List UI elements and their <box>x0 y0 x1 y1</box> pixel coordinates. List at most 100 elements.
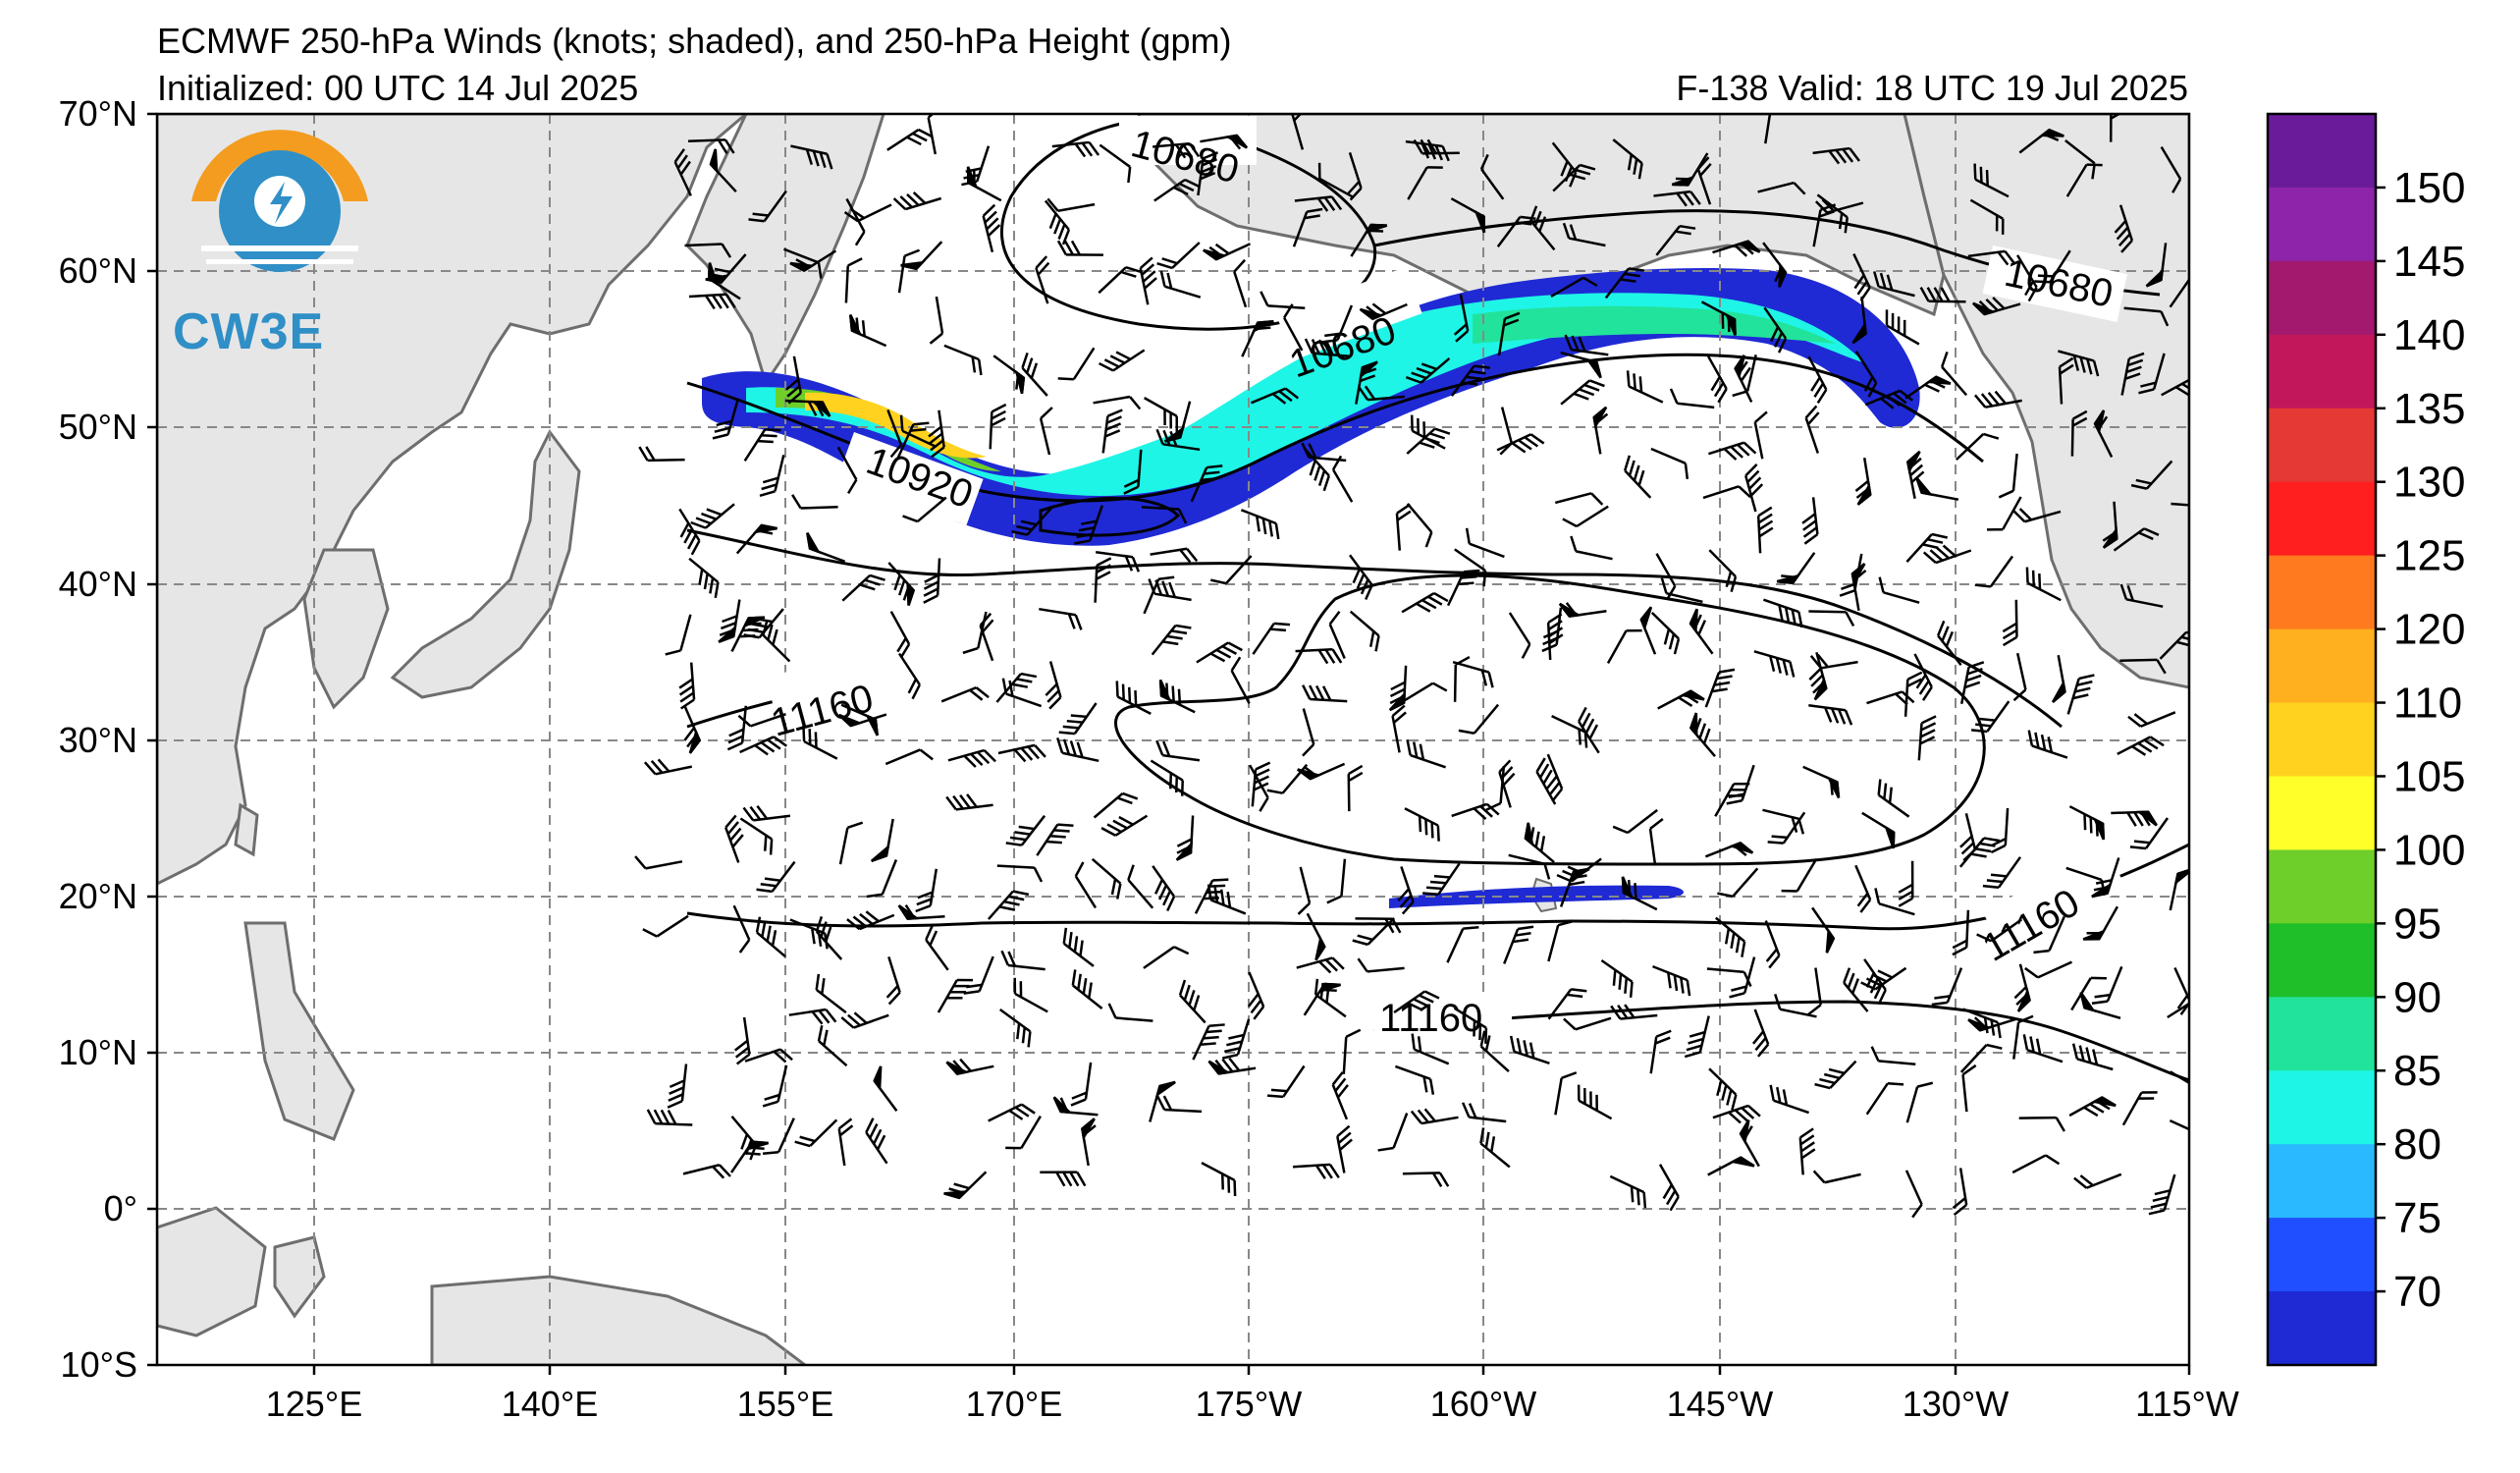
cw3e-logo <box>191 130 368 272</box>
wind-barb <box>866 859 898 899</box>
wind-barb <box>1479 1030 1510 1073</box>
wind-barb <box>1650 612 1681 655</box>
wind-barb <box>1913 653 1933 701</box>
wind-barb <box>665 614 692 656</box>
wind-barb <box>1592 406 1609 455</box>
wind-barb <box>2016 254 2038 302</box>
wind-barb <box>870 818 894 862</box>
wind-barb <box>1546 613 1564 661</box>
wind-barb <box>748 190 787 223</box>
colorbar-tick-label: 145 <box>2393 238 2465 286</box>
colorbar-tick-label: 80 <box>2393 1120 2441 1169</box>
contour-11160-north <box>686 528 2063 729</box>
contour-label: 11160 <box>1379 997 1482 1040</box>
wind-barb <box>1807 355 1828 405</box>
logo-sun-arc <box>191 130 368 201</box>
wind-barb <box>732 904 751 954</box>
wind-barb <box>1005 814 1046 846</box>
wind-barb <box>1046 197 1096 212</box>
wind-barb <box>1757 181 1806 195</box>
wind-barb <box>1626 370 1664 404</box>
wind-barb <box>1465 527 1505 559</box>
wind-barb <box>1328 610 1346 659</box>
wind-barbs <box>634 114 2189 1219</box>
wind-barb <box>997 743 1046 763</box>
wind-barb <box>1098 349 1146 372</box>
wind-barb <box>1905 450 1925 499</box>
colorbar-tick-label: 130 <box>2393 459 2465 507</box>
wind-barb <box>1600 958 1634 998</box>
wind-barb <box>1708 441 1757 461</box>
wind-barb <box>788 1008 837 1025</box>
wind-barb <box>1411 1033 1450 1065</box>
wind-barb <box>815 973 847 1014</box>
map-area: 10680 10680 10680 10920 11160 11160 1116… <box>157 114 2189 1365</box>
chart-title: ECMWF 250-hPa Winds (knots; shaded), and… <box>157 21 1232 61</box>
wind-barb <box>1712 1104 1761 1124</box>
wind-barb <box>929 296 944 345</box>
wind-barb <box>687 138 735 154</box>
wind-barb <box>1352 917 1396 947</box>
wind-barb <box>838 821 864 865</box>
wind-barb <box>1885 309 1920 346</box>
wind-barb <box>1809 653 1858 670</box>
lon-label: 160°W <box>1430 1384 1536 1424</box>
wind-barb <box>642 914 689 938</box>
wind-barb <box>1959 661 1985 704</box>
wind-barb <box>966 166 1002 202</box>
wind-barb <box>1156 242 1201 270</box>
wind-barb <box>902 496 947 523</box>
wind-barb <box>1404 807 1440 842</box>
wind-barb <box>739 817 774 855</box>
wind-barb <box>1702 485 1751 500</box>
wind-barb <box>2129 817 2170 850</box>
wind-barb <box>1355 360 1378 405</box>
lon-label: 130°W <box>1903 1384 2009 1424</box>
wind-barb <box>1155 1095 1203 1114</box>
colorbar-tick-label: 75 <box>2393 1194 2441 1242</box>
wind-barb <box>1446 926 1479 963</box>
wind-barb <box>1843 967 1869 1012</box>
wind-barb <box>1798 1127 1816 1175</box>
wind-barb <box>1752 1009 1770 1058</box>
wind-barb <box>1151 624 1192 656</box>
wind-barb <box>762 1064 788 1108</box>
wind-barb <box>1153 178 1201 202</box>
wind-barb <box>1854 351 1878 398</box>
wind-barb <box>887 562 916 606</box>
wind-barb <box>2002 599 2018 647</box>
wind-barb <box>885 956 901 1006</box>
wind-barb <box>1395 503 1412 551</box>
lat-label: 20°N <box>59 876 137 916</box>
wind-barb <box>1919 287 1966 303</box>
wind-barb <box>2138 353 2166 395</box>
wind-barb <box>836 446 858 495</box>
wind-barb <box>1074 505 1103 545</box>
wind-barb <box>1922 544 1972 565</box>
wind-barb <box>996 864 1044 883</box>
wind-barb <box>947 748 996 768</box>
north-america <box>1903 114 2189 689</box>
wind-barb <box>992 355 1026 395</box>
wind-barb <box>643 758 693 776</box>
wind-barb <box>1769 1084 1810 1115</box>
wind-barb <box>1684 1015 1710 1059</box>
wind-barb <box>1296 956 1345 974</box>
wind-barb <box>1357 385 1406 402</box>
colorbar-tick-label: 125 <box>2393 532 2465 580</box>
wind-barb <box>982 203 1001 253</box>
wind-barb <box>762 619 791 663</box>
wind-barb <box>915 868 938 913</box>
wind-barb <box>1001 678 1043 708</box>
wind-barb <box>943 344 983 376</box>
wind-barb <box>1294 195 1343 212</box>
wind-barb <box>646 1109 693 1126</box>
hawaii-jet <box>1389 885 1684 908</box>
jet-secondary-core <box>1473 305 1836 344</box>
colorbar-bin <box>2268 997 2376 1071</box>
wind-barb <box>1969 198 2005 235</box>
wind-barb <box>923 558 941 604</box>
wind-barb <box>1808 651 1828 701</box>
wind-barb <box>1461 1102 1507 1123</box>
wind-barb <box>1756 506 1774 554</box>
